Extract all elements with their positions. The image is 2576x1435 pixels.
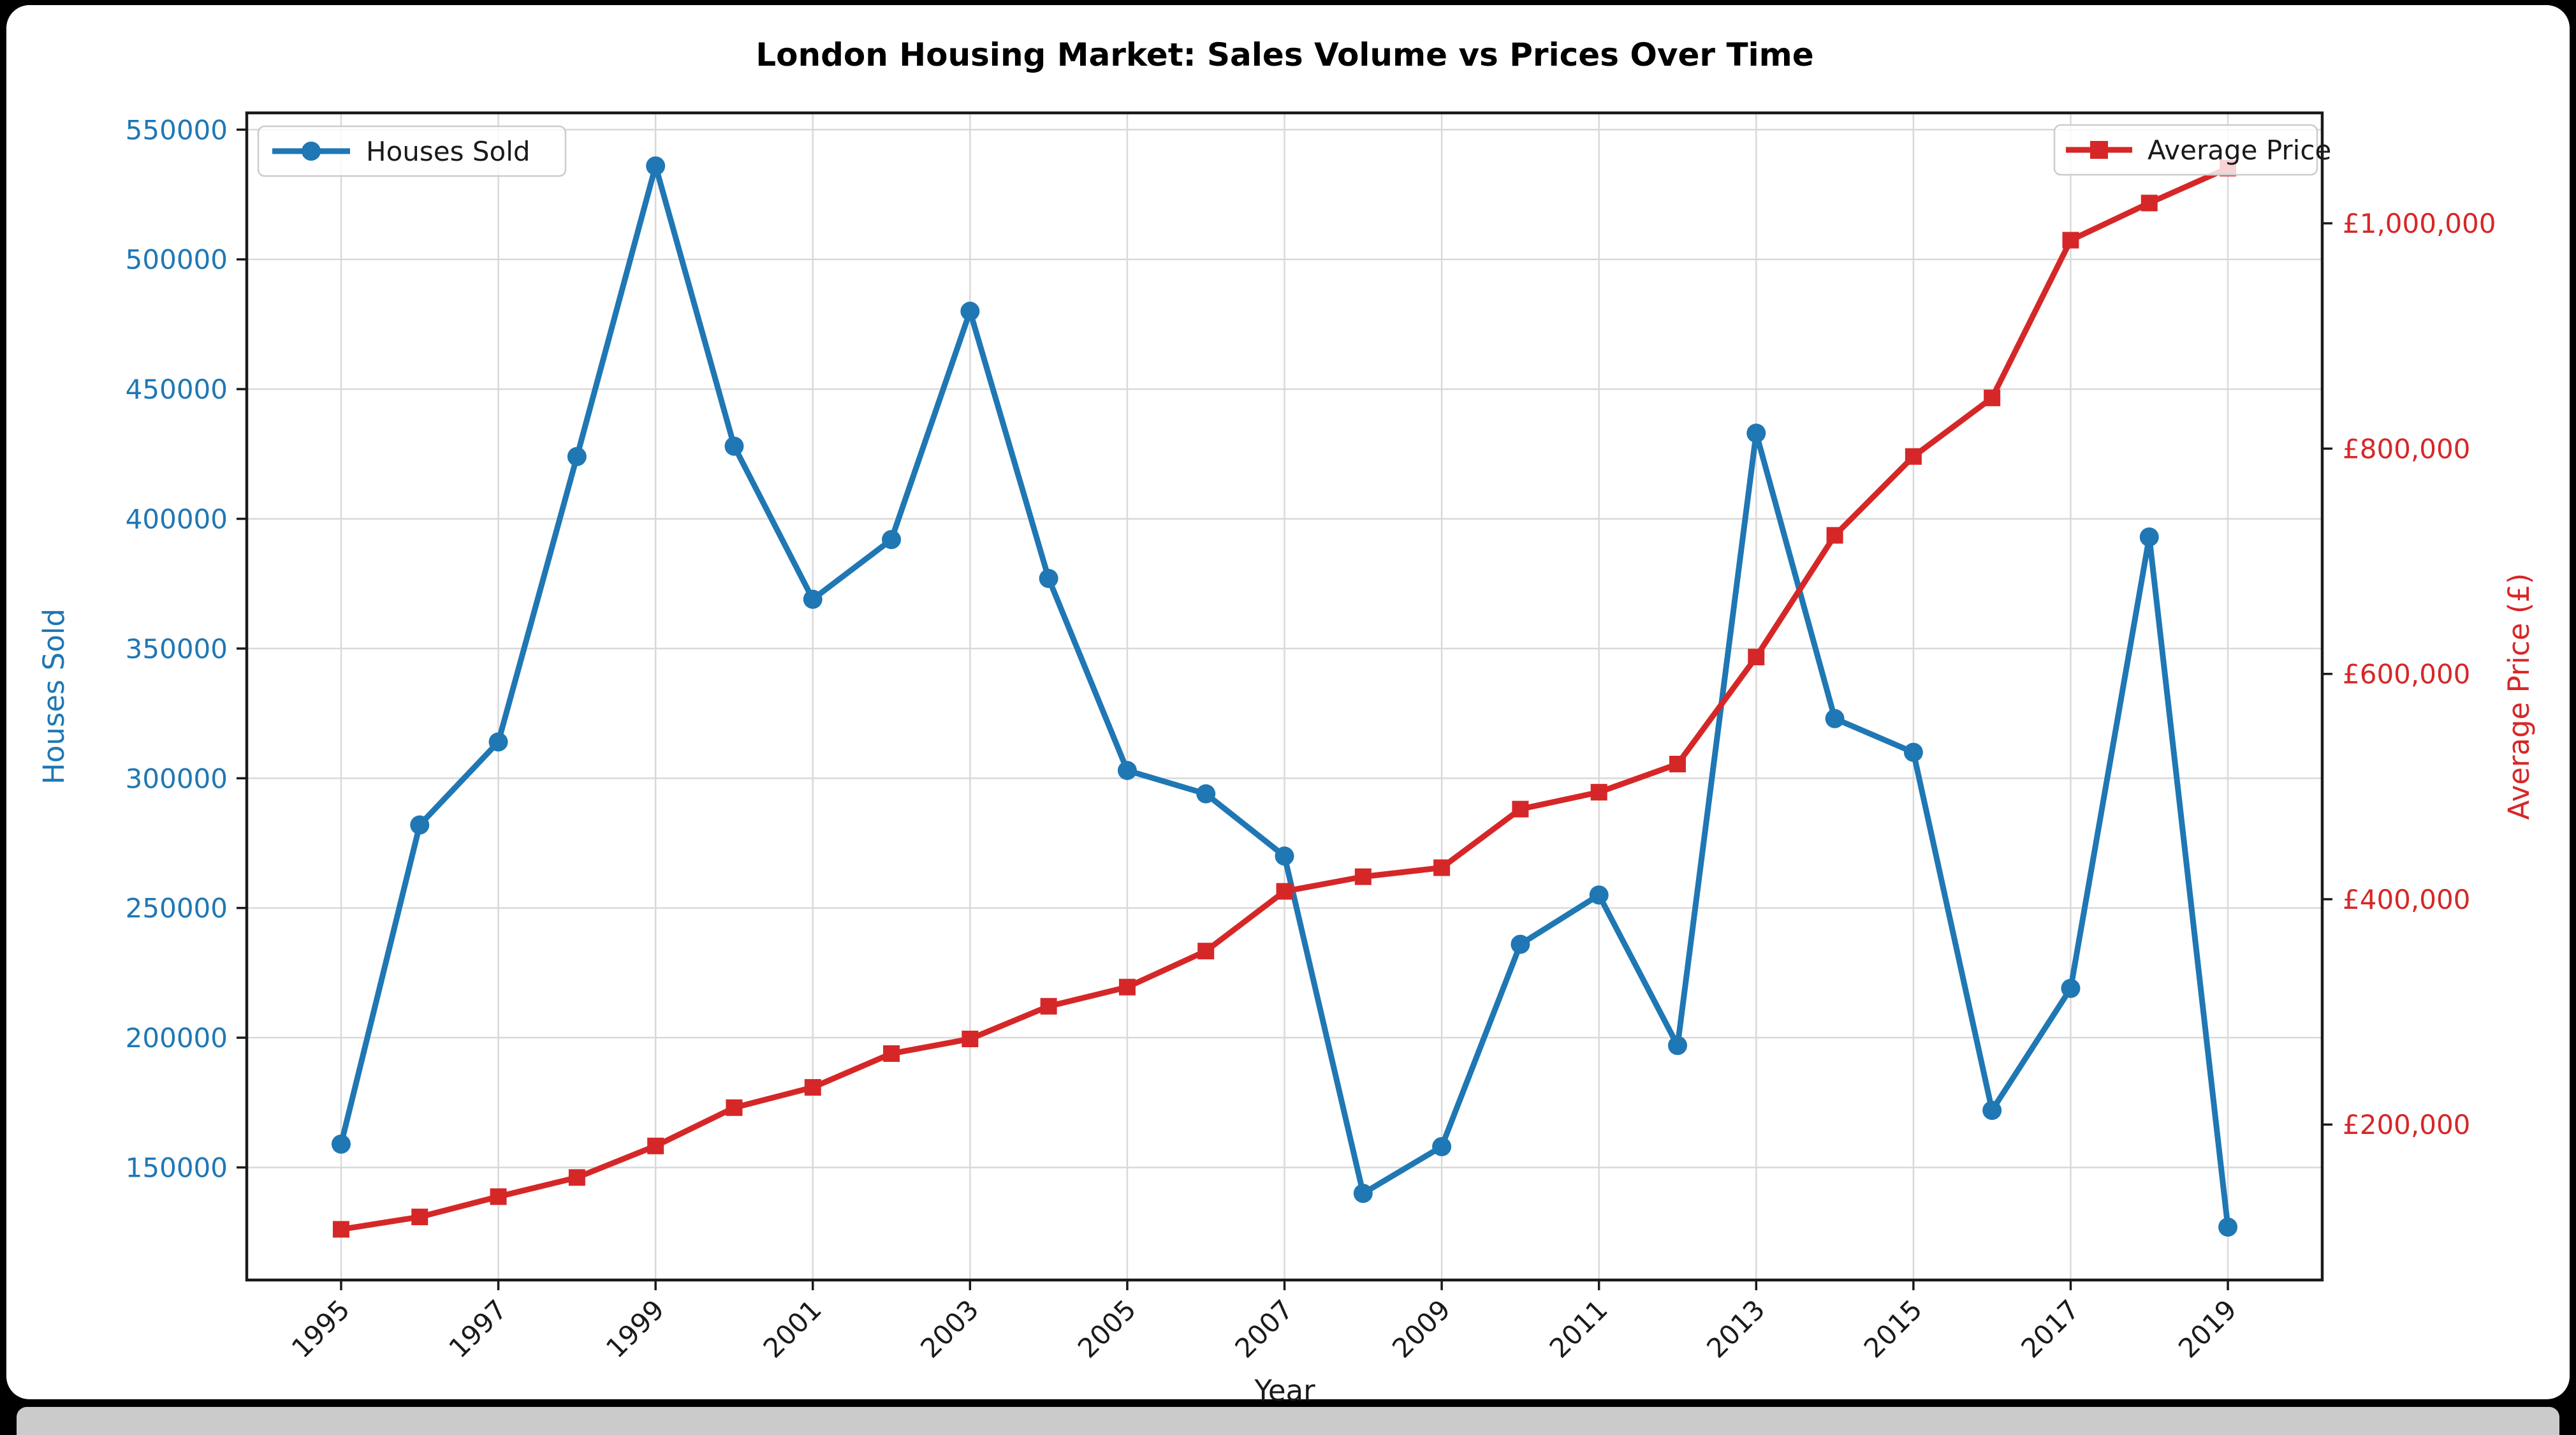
data-point-square <box>1590 784 1607 801</box>
data-point-circle <box>2061 978 2081 998</box>
data-point-circle <box>1511 934 1530 954</box>
data-point-circle <box>331 1134 351 1154</box>
data-point-square <box>1197 943 1215 960</box>
left-tick-label: 300000 <box>126 763 228 794</box>
data-point-square <box>1669 755 1686 772</box>
data-point-circle <box>410 815 430 835</box>
data-point-circle <box>1039 569 1058 589</box>
x-axis-label: Year <box>1254 1374 1315 1408</box>
right-tick-label: £200,000 <box>2343 1109 2470 1140</box>
data-point-square <box>2062 232 2079 249</box>
data-point-circle <box>1825 709 1845 728</box>
data-point-circle <box>1667 1036 1687 1056</box>
left-tick-label: 350000 <box>126 633 228 665</box>
right-tick-label: £400,000 <box>2343 884 2470 915</box>
data-point-circle <box>488 732 508 752</box>
data-point-circle <box>1982 1100 2002 1120</box>
chart-title: London Housing Market: Sales Volume vs P… <box>756 36 1813 73</box>
data-point-circle <box>1589 885 1609 905</box>
data-point-square <box>1354 868 1372 885</box>
data-point-circle <box>1117 761 1137 781</box>
legend-houses-sold: Houses Sold <box>257 125 567 177</box>
left-tick-label: 500000 <box>126 244 228 276</box>
data-point-square <box>1276 883 1293 900</box>
data-point-square <box>1512 800 1529 818</box>
legend-box <box>2053 124 2318 176</box>
data-point-circle <box>1903 742 1923 762</box>
data-point-square <box>1984 389 2001 406</box>
data-point-circle <box>646 156 666 176</box>
background-window-edge <box>17 1407 2559 1435</box>
data-point-circle <box>2139 527 2159 547</box>
right-tick-label: £800,000 <box>2343 433 2470 464</box>
legend-box <box>257 125 567 177</box>
data-point-square <box>647 1137 664 1154</box>
left-tick-label: 200000 <box>126 1022 228 1054</box>
data-point-circle <box>1353 1184 1373 1203</box>
data-point-square <box>411 1209 428 1226</box>
data-point-square <box>1748 649 1765 666</box>
data-point-square <box>1118 978 1136 996</box>
data-point-circle <box>1275 846 1294 866</box>
data-point-square <box>962 1030 979 1047</box>
legend-circle-marker-icon <box>302 142 321 161</box>
data-point-square <box>1905 448 1922 465</box>
data-point-circle <box>803 589 823 609</box>
data-point-square <box>804 1078 821 1096</box>
data-point-square <box>1433 859 1451 876</box>
right-tick-label: £600,000 <box>2343 659 2470 690</box>
data-point-square <box>1040 997 1057 1015</box>
data-point-circle <box>1746 423 1766 443</box>
left-tick-label: 450000 <box>126 374 228 405</box>
data-point-circle <box>882 530 902 550</box>
right-tick-label: £1,000,000 <box>2343 208 2496 239</box>
data-point-circle <box>2218 1218 2238 1237</box>
left-tick-label: 150000 <box>126 1152 228 1183</box>
data-point-circle <box>1432 1137 1452 1156</box>
gridlines <box>247 113 2322 1280</box>
data-point-circle <box>1196 784 1216 804</box>
left-tick-label: 550000 <box>126 114 228 145</box>
left-tick-label: 250000 <box>126 893 228 924</box>
data-point-square <box>2141 195 2158 212</box>
legend-label: Average Price <box>2148 135 2331 166</box>
data-point-square <box>883 1045 900 1062</box>
data-point-circle <box>960 302 980 321</box>
y-axis-label-left: Houses Sold <box>37 608 71 784</box>
data-series <box>331 156 2238 1238</box>
left-tick-label: 400000 <box>126 503 228 534</box>
y-axis-label-right: Average Price (£) <box>2502 573 2536 820</box>
legend-average-price: Average Price <box>2053 124 2331 176</box>
data-point-square <box>726 1099 743 1116</box>
legend-square-marker-icon <box>2090 141 2108 159</box>
axis-tick-marks <box>237 128 2332 1290</box>
legend-label: Houses Sold <box>366 136 531 167</box>
data-point-square <box>568 1169 585 1186</box>
data-point-circle <box>724 436 744 456</box>
figure-panel <box>6 5 2570 1399</box>
data-point-circle <box>567 446 587 466</box>
data-point-square <box>332 1221 349 1238</box>
data-point-square <box>1826 527 1843 544</box>
data-point-square <box>490 1188 507 1205</box>
